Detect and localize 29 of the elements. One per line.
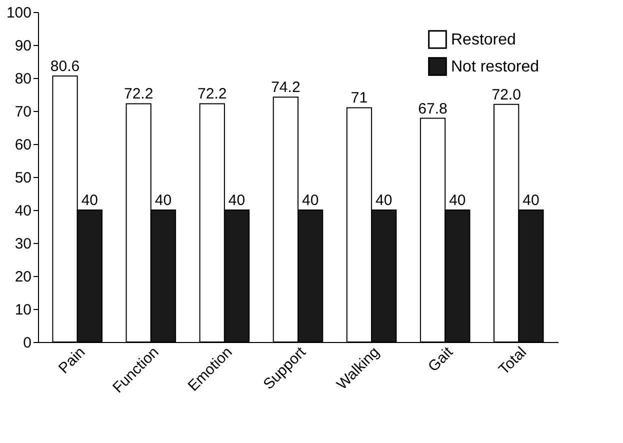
data-label: 71 <box>350 90 368 107</box>
legend-label: Not restored <box>451 58 540 76</box>
data-label: 72.0 <box>492 86 521 104</box>
data-label: 40 <box>376 192 392 209</box>
y-tick-label: 10 <box>14 302 32 318</box>
x-tick-label: Pain <box>55 344 89 378</box>
data-label: 80.6 <box>50 58 80 76</box>
x-tick-label: Gait <box>424 343 457 376</box>
y-tick-label: 50 <box>14 170 32 186</box>
data-label: 74.2 <box>271 79 300 96</box>
data-label: 67.8 <box>418 100 448 118</box>
y-tick-label: 40 <box>14 202 32 220</box>
y-tick-label: 20 <box>14 268 32 286</box>
y-tick-label: 60 <box>14 136 32 154</box>
data-label: 40 <box>154 192 172 209</box>
data-label: 40 <box>449 192 466 209</box>
y-tick-label: 80 <box>14 70 32 88</box>
y-tick-label: 0 <box>23 334 32 352</box>
data-label: 40 <box>522 192 540 209</box>
data-label: 40 <box>228 192 246 209</box>
y-tick-label: 30 <box>14 236 32 252</box>
y-tick-label: 70 <box>14 104 32 120</box>
legend-label: Restored <box>451 32 516 48</box>
y-tick-label: 90 <box>14 38 32 54</box>
data-label: 72.2 <box>198 86 227 103</box>
data-label: 40 <box>81 192 98 209</box>
y-tick-label: 100 <box>6 4 32 22</box>
data-label: 40 <box>302 192 319 209</box>
data-label: 72.2 <box>124 86 154 103</box>
